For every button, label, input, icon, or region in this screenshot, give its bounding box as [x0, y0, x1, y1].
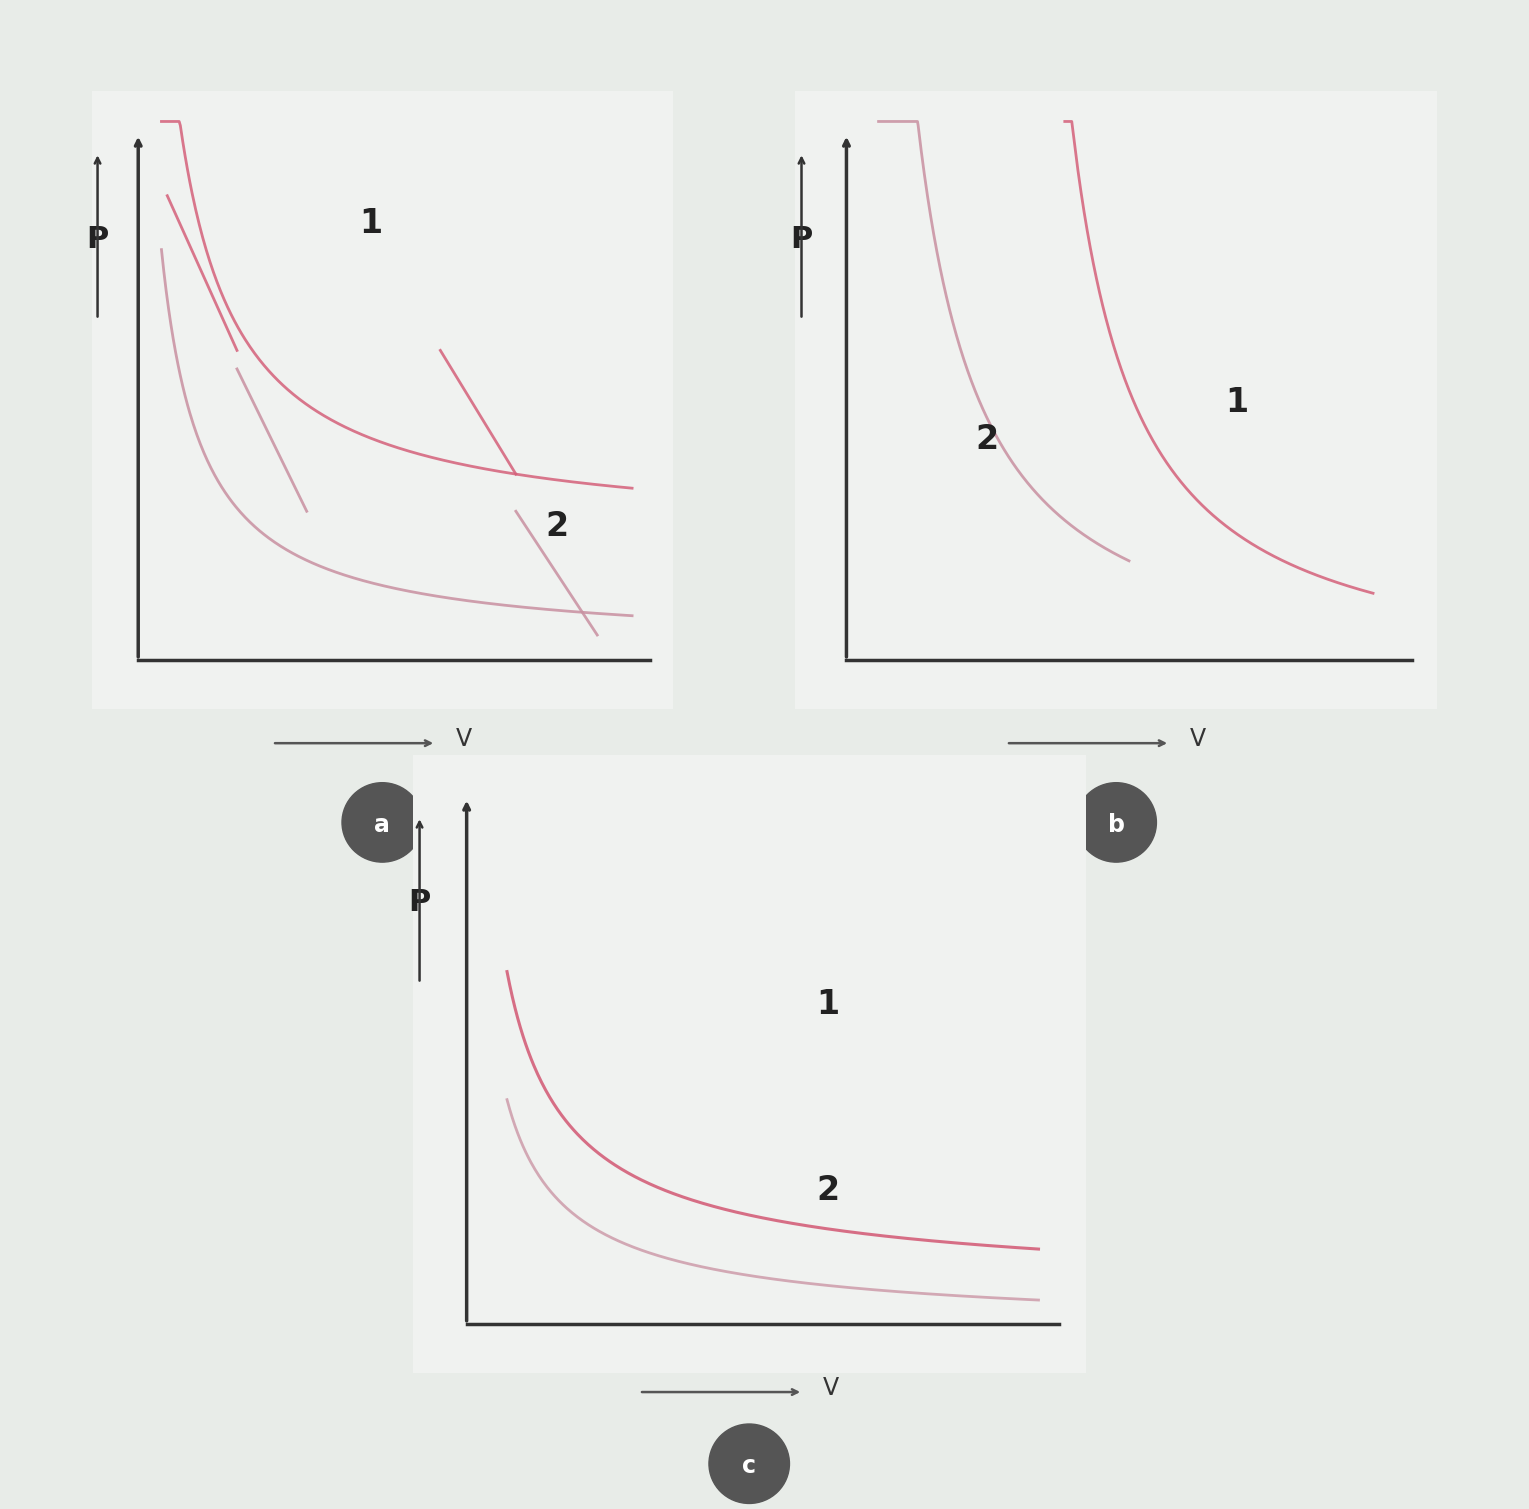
- Text: 1: 1: [1225, 386, 1249, 420]
- Text: P: P: [87, 225, 109, 254]
- Text: a: a: [375, 813, 390, 837]
- Text: c: c: [742, 1455, 757, 1479]
- Text: b: b: [1107, 813, 1125, 837]
- Text: P: P: [790, 225, 812, 254]
- Text: 1: 1: [359, 207, 382, 240]
- Circle shape: [1076, 783, 1156, 862]
- Text: 2: 2: [816, 1174, 839, 1207]
- Text: V: V: [1190, 727, 1206, 751]
- Text: 2: 2: [544, 510, 569, 543]
- Text: P: P: [408, 889, 431, 917]
- Circle shape: [709, 1424, 789, 1503]
- Text: 2: 2: [976, 424, 998, 456]
- Text: V: V: [823, 1376, 839, 1400]
- Circle shape: [342, 783, 422, 862]
- Text: 1: 1: [816, 988, 839, 1022]
- Text: V: V: [456, 727, 472, 751]
